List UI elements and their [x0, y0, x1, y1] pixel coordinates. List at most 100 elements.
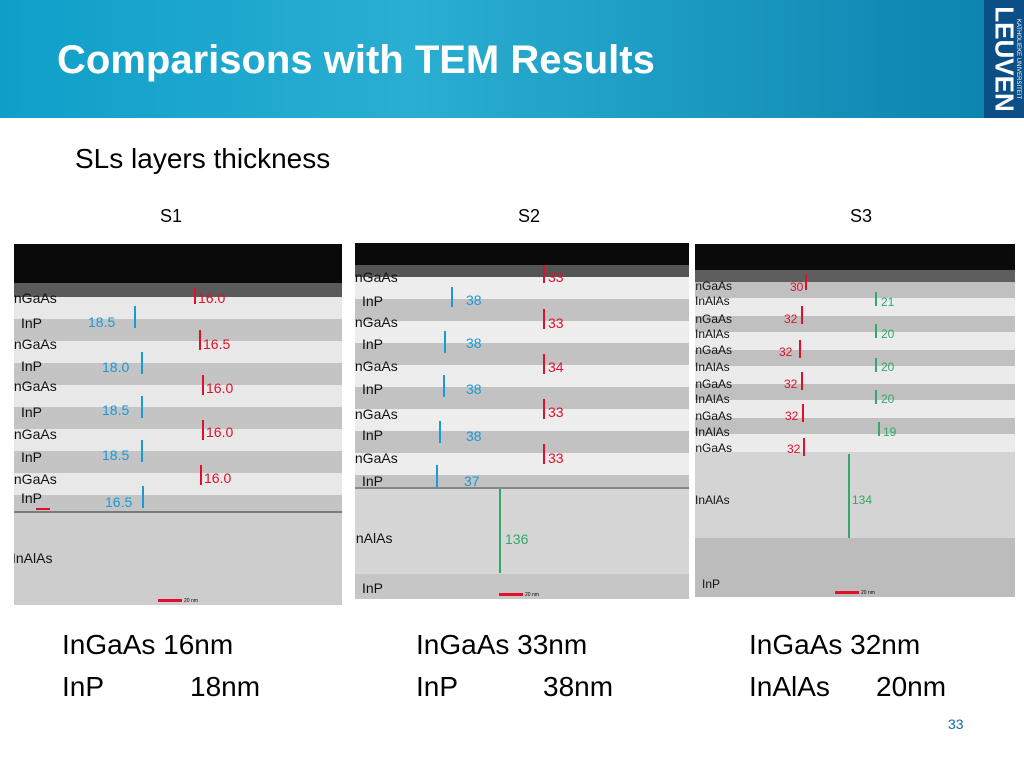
measure-line [543, 354, 545, 374]
measure-line [875, 358, 877, 372]
scale-bar [499, 593, 523, 596]
arrow-icon [36, 508, 50, 510]
thickness-value: 33 [548, 404, 564, 420]
layer-label: InGaAs [695, 377, 733, 391]
layer-band [355, 409, 689, 431]
thickness-value: 18.5 [88, 314, 116, 330]
substrate-band [695, 538, 1015, 597]
layer-band [695, 298, 1015, 316]
measure-line [543, 399, 545, 419]
layer-label: InGaAs [355, 314, 398, 330]
interface-line [14, 511, 342, 513]
thickness-value: 33 [548, 315, 564, 331]
measure-line [875, 324, 877, 338]
summary-s2-line2-label: InP [416, 671, 459, 702]
layer-label: InGaAs [14, 336, 57, 352]
tem-image-s1: InGaAs InP InGaAs InP InGaAs InP InGaAs … [14, 244, 342, 605]
measure-line [805, 274, 807, 290]
layer-label: InAlAs [14, 550, 53, 566]
thickness-value: 20 [881, 327, 895, 341]
layer-band [14, 341, 342, 363]
layer-label: InP [21, 404, 43, 420]
slide-subtitle: SLs layers thickness [75, 143, 331, 174]
measure-line [543, 265, 545, 283]
measure-line [436, 465, 438, 487]
layer-band [355, 365, 689, 387]
layer-label: InGaAs [14, 471, 57, 487]
layer-label: InAlAs [695, 493, 730, 507]
thickness-value: 32 [785, 409, 799, 423]
layer-label: InP [702, 577, 721, 591]
thickness-value: 33 [548, 269, 564, 285]
layer-band [695, 384, 1015, 400]
summary-s1-line2-value: 18nm [190, 671, 261, 702]
layer-label: InGaAs [355, 358, 398, 374]
layer-label: InP [362, 336, 384, 352]
layer-label: InGaAs [695, 409, 733, 423]
layer-band [695, 400, 1015, 418]
thickness-value: 16.0 [204, 470, 232, 486]
dark-band [695, 270, 1015, 282]
header-bar: Comparisons with TEM Results LEUVEN KATH… [0, 0, 1024, 118]
thickness-value: 34 [548, 359, 564, 375]
thickness-value: 19 [883, 425, 897, 439]
page-number: 33 [948, 716, 964, 732]
measure-line [848, 454, 850, 538]
measure-line [141, 396, 143, 418]
measure-line [802, 404, 804, 422]
layer-label: InGaAs [355, 406, 398, 422]
summary-s1-line2-label: InP [62, 671, 105, 702]
layer-band [355, 431, 689, 453]
thickness-value: 32 [784, 377, 798, 391]
scale-label: 20 nm [525, 592, 539, 598]
layer-label: InP [362, 293, 384, 309]
measure-line [199, 330, 201, 350]
thickness-value: 16.5 [203, 336, 231, 352]
layer-label: InAlAs [695, 392, 730, 406]
inalas-band [695, 452, 1015, 538]
layer-band [695, 332, 1015, 350]
layer-label: InAlAs [695, 360, 730, 374]
layer-label: InP [21, 490, 43, 506]
layer-band [14, 473, 342, 495]
measure-line [875, 292, 877, 306]
thickness-value: 16.0 [198, 290, 226, 306]
measure-line [202, 375, 204, 395]
measure-line [200, 465, 202, 485]
scale-label: 20 nm [184, 598, 198, 604]
layer-label: InP [21, 449, 43, 465]
measure-line [801, 372, 803, 390]
summary-s2-line2-value: 38nm [543, 671, 614, 702]
thickness-value: 33 [548, 450, 564, 466]
summary-s3-line1: InGaAs 32nm [749, 629, 921, 660]
measure-line [799, 340, 801, 358]
layer-band [14, 297, 342, 319]
measure-line [194, 288, 196, 304]
thickness-value: 32 [779, 345, 793, 359]
layer-label: InGaAs [355, 269, 398, 285]
inalas-band [355, 489, 689, 574]
layer-band [355, 277, 689, 299]
thickness-value: 38 [466, 381, 482, 397]
thickness-value: 38 [466, 292, 482, 308]
layer-band [355, 343, 689, 365]
layer-label: InGaAs [355, 450, 398, 466]
measure-line [439, 421, 441, 443]
layer-label: InAlAs [695, 425, 730, 439]
thickness-value: 37 [464, 473, 480, 489]
measure-line [443, 375, 445, 397]
layer-band [14, 319, 342, 341]
thickness-value: 38 [466, 335, 482, 351]
summary-s2-line1: InGaAs 33nm [416, 629, 588, 660]
layer-band [695, 316, 1015, 332]
measure-line [875, 390, 877, 404]
thickness-value: 136 [505, 531, 529, 547]
layer-label: InP [21, 315, 43, 331]
layer-band [355, 453, 689, 475]
thickness-value: 20 [881, 360, 895, 374]
thickness-value: 20 [881, 392, 895, 406]
tem-image-s2: InGaAs InP InGaAs InP InGaAs InP InGaAs … [355, 243, 689, 599]
layer-label: InGaAs [14, 426, 57, 442]
layer-label: InGaAs [695, 441, 733, 455]
scale-bar [835, 591, 859, 594]
